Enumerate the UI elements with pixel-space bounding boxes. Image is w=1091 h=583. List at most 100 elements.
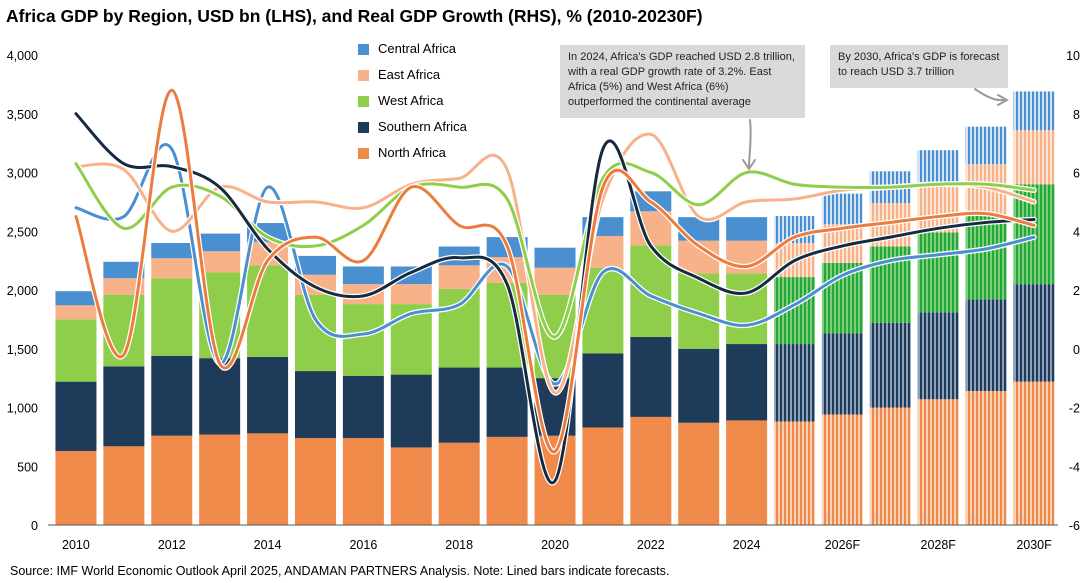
bar-east-africa-2013 bbox=[199, 251, 241, 273]
bar-southern-africa-2012 bbox=[151, 355, 193, 436]
bar-central-africa-2013 bbox=[199, 233, 241, 252]
bar-southern-africa-2029F bbox=[965, 299, 1007, 392]
bar-southern-africa-2021 bbox=[582, 353, 624, 428]
bar-southern-africa-2024 bbox=[726, 344, 768, 421]
y-right-tick-label: -2 bbox=[1069, 402, 1080, 416]
bar-west-africa-2018 bbox=[438, 288, 480, 368]
bar-west-africa-2028F bbox=[917, 232, 959, 313]
bar-north-africa-2017 bbox=[390, 447, 432, 525]
y-left-tick-label: 4,000 bbox=[7, 49, 38, 63]
legend-label: Southern Africa bbox=[378, 119, 467, 134]
x-tick-label: 2028F bbox=[921, 538, 957, 552]
bar-north-africa-2021 bbox=[582, 427, 624, 525]
bar-north-africa-2012 bbox=[151, 435, 193, 525]
y-left-tick-label: 1,500 bbox=[7, 343, 38, 357]
bar-southern-africa-2013 bbox=[199, 358, 241, 435]
bar-north-africa-2013 bbox=[199, 434, 241, 525]
bar-southern-africa-2026F bbox=[821, 333, 863, 415]
bar-southern-africa-2028F bbox=[917, 312, 959, 400]
x-tick-label: 2030F bbox=[1016, 538, 1052, 552]
y-left-tick-label: 2,500 bbox=[7, 225, 38, 239]
bar-north-africa-2016 bbox=[342, 438, 384, 525]
bar-central-africa-2011 bbox=[103, 261, 145, 279]
growth-line-north-africa bbox=[74, 88, 1036, 454]
bar-west-africa-2029F bbox=[965, 214, 1007, 300]
x-tick-label: 2016 bbox=[349, 538, 377, 552]
bar-east-africa-2011 bbox=[103, 278, 145, 295]
bar-north-africa-2028F bbox=[917, 399, 959, 525]
annotation-2030-note: By 2030, Africa's GDP is forecast to rea… bbox=[830, 45, 1008, 88]
x-tick-label: 2010 bbox=[62, 538, 90, 552]
legend-swatch bbox=[358, 44, 369, 55]
annotation-arrowhead-2024 bbox=[742, 159, 756, 171]
bar-east-africa-2017 bbox=[390, 284, 432, 305]
x-tick-label: 2022 bbox=[637, 538, 665, 552]
bar-central-africa-2015 bbox=[294, 255, 336, 275]
y-right-tick-label: 4 bbox=[1073, 225, 1080, 239]
bar-north-africa-2030F bbox=[1013, 381, 1055, 525]
y-right-tick-label: 2 bbox=[1073, 284, 1080, 298]
bar-southern-africa-2027F bbox=[869, 322, 911, 408]
legend-label: East Africa bbox=[378, 67, 441, 82]
annotation-2024-note: In 2024, Africa's GDP reached USD 2.8 tr… bbox=[560, 45, 805, 118]
chart-title: Africa GDP by Region, USD bn (LHS), and … bbox=[6, 6, 703, 26]
bar-north-africa-2022 bbox=[630, 416, 672, 525]
bar-central-africa-2028F bbox=[917, 150, 959, 186]
bar-east-africa-2012 bbox=[151, 258, 193, 279]
legend-swatch bbox=[358, 70, 369, 81]
bar-north-africa-2018 bbox=[438, 442, 480, 525]
x-tick-label: 2012 bbox=[158, 538, 186, 552]
x-tick-label: 2026F bbox=[825, 538, 861, 552]
bar-north-africa-2010 bbox=[55, 450, 97, 525]
bar-central-africa-2016 bbox=[342, 266, 384, 285]
bar-central-africa-2026F bbox=[821, 193, 863, 225]
legend-swatch bbox=[358, 122, 369, 133]
y-left-tick-label: 2,000 bbox=[7, 284, 38, 298]
y-right-tick-label: 10 bbox=[1066, 49, 1080, 63]
bar-west-africa-2010 bbox=[55, 319, 97, 382]
bar-west-africa-2016 bbox=[342, 304, 384, 376]
bar-north-africa-2014 bbox=[247, 433, 289, 525]
bar-southern-africa-2023 bbox=[678, 348, 720, 423]
bar-southern-africa-2015 bbox=[294, 371, 336, 439]
bar-west-africa-2014 bbox=[247, 265, 289, 357]
annotation-arrow-2024 bbox=[748, 119, 752, 169]
bar-north-africa-2025F bbox=[774, 421, 816, 525]
bar-southern-africa-2022 bbox=[630, 337, 672, 417]
bar-central-africa-2020 bbox=[534, 247, 576, 268]
y-right-tick-label: 6 bbox=[1073, 167, 1080, 181]
bar-north-africa-2011 bbox=[103, 446, 145, 525]
x-tick-label: 2020 bbox=[541, 538, 569, 552]
bar-north-africa-2015 bbox=[294, 438, 336, 525]
bar-north-africa-2026F bbox=[821, 414, 863, 525]
y-right-tick-label: -6 bbox=[1069, 519, 1080, 533]
bar-north-africa-2023 bbox=[678, 422, 720, 525]
y-left-tick-label: 3,500 bbox=[7, 108, 38, 122]
legend-label: North Africa bbox=[378, 145, 446, 160]
bar-west-africa-2021 bbox=[582, 267, 624, 354]
bar-east-africa-2020 bbox=[534, 267, 576, 295]
bar-north-africa-2029F bbox=[965, 391, 1007, 525]
bar-central-africa-2030F bbox=[1013, 91, 1055, 131]
bar-north-africa-2019 bbox=[486, 436, 528, 525]
bar-central-africa-2010 bbox=[55, 291, 97, 306]
bar-southern-africa-2018 bbox=[438, 367, 480, 443]
y-left-tick-label: 3,000 bbox=[7, 167, 38, 181]
bar-east-africa-2030F bbox=[1013, 130, 1055, 185]
bar-southern-africa-2014 bbox=[247, 356, 289, 434]
bar-north-africa-2027F bbox=[869, 407, 911, 525]
bar-central-africa-2029F bbox=[965, 126, 1007, 165]
bar-southern-africa-2010 bbox=[55, 381, 97, 451]
y-left-tick-label: 1,000 bbox=[7, 402, 38, 416]
y-left-tick-label: 500 bbox=[17, 460, 38, 474]
bar-southern-africa-2017 bbox=[390, 374, 432, 448]
bar-north-africa-2024 bbox=[726, 420, 768, 525]
source-note: Source: IMF World Economic Outlook April… bbox=[10, 564, 670, 578]
y-left-tick-label: 0 bbox=[31, 519, 38, 533]
bar-southern-africa-2011 bbox=[103, 366, 145, 447]
legend-label: West Africa bbox=[378, 93, 444, 108]
bar-west-africa-2012 bbox=[151, 278, 193, 356]
annotation-arrow-2030 bbox=[974, 88, 1007, 102]
bar-southern-africa-2025F bbox=[774, 344, 816, 422]
y-right-tick-label: 8 bbox=[1073, 108, 1080, 122]
